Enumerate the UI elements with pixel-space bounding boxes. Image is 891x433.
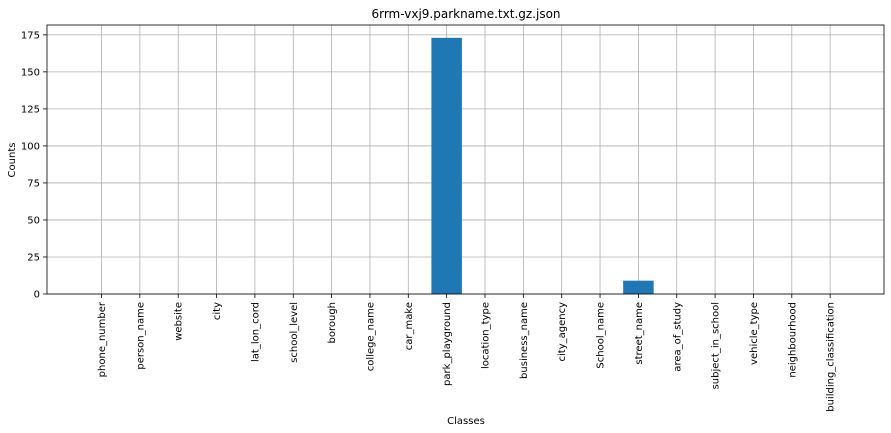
x-tick-label: city [212, 302, 223, 320]
x-tick-label: person_name [135, 302, 146, 370]
y-tick-label: 50 [27, 215, 40, 226]
x-tick-label: college_name [365, 302, 376, 371]
x-tick-label: website [174, 302, 185, 341]
y-tick-label: 0 [34, 290, 40, 301]
y-tick-label: 125 [21, 104, 40, 115]
x-tick-label: park_playground [442, 302, 453, 386]
grid-layer [47, 25, 884, 295]
x-tick-label: business_name [519, 302, 530, 379]
x-tick-label: neighbourhood [787, 302, 798, 378]
y-tick-label: 75 [27, 178, 40, 189]
ticks-layer: 0 25 50 75 100 125 150 175 phone_number person_na… [21, 30, 837, 411]
x-tick-label: school_level [289, 302, 300, 363]
x-tick-label: phone_number [97, 301, 108, 377]
x-tick-label: School_name [596, 302, 607, 369]
x-tick-label: subject_in_school [711, 302, 722, 389]
x-tick-label: city_agency [557, 302, 568, 362]
x-tick-label: borough [327, 302, 338, 344]
bars-layer [431, 37, 654, 295]
x-tick-label: area_of_study [672, 302, 683, 372]
x-tick-label: vehicle_type [749, 302, 760, 365]
bar-street_name [623, 280, 654, 294]
x-axis-label: Classes [447, 416, 485, 427]
chart-title: 6rrm-vxj9.parkname.txt.gz.json [371, 7, 560, 21]
y-tick-label: 100 [21, 141, 40, 152]
plot-frame [46, 24, 885, 295]
y-axis-label: Counts [7, 143, 18, 178]
bar-park_playground [431, 37, 462, 295]
x-tick-label: lat_lon_cord [250, 302, 261, 362]
y-tick-label: 150 [21, 67, 40, 78]
x-tick-label: street_name [634, 302, 645, 365]
x-tick-label: location_type [481, 302, 492, 369]
x-tick-label: building_classification [826, 302, 837, 412]
y-tick-label: 25 [27, 252, 40, 263]
x-tick-label: car_make [404, 302, 415, 350]
y-tick-label: 175 [21, 30, 40, 41]
